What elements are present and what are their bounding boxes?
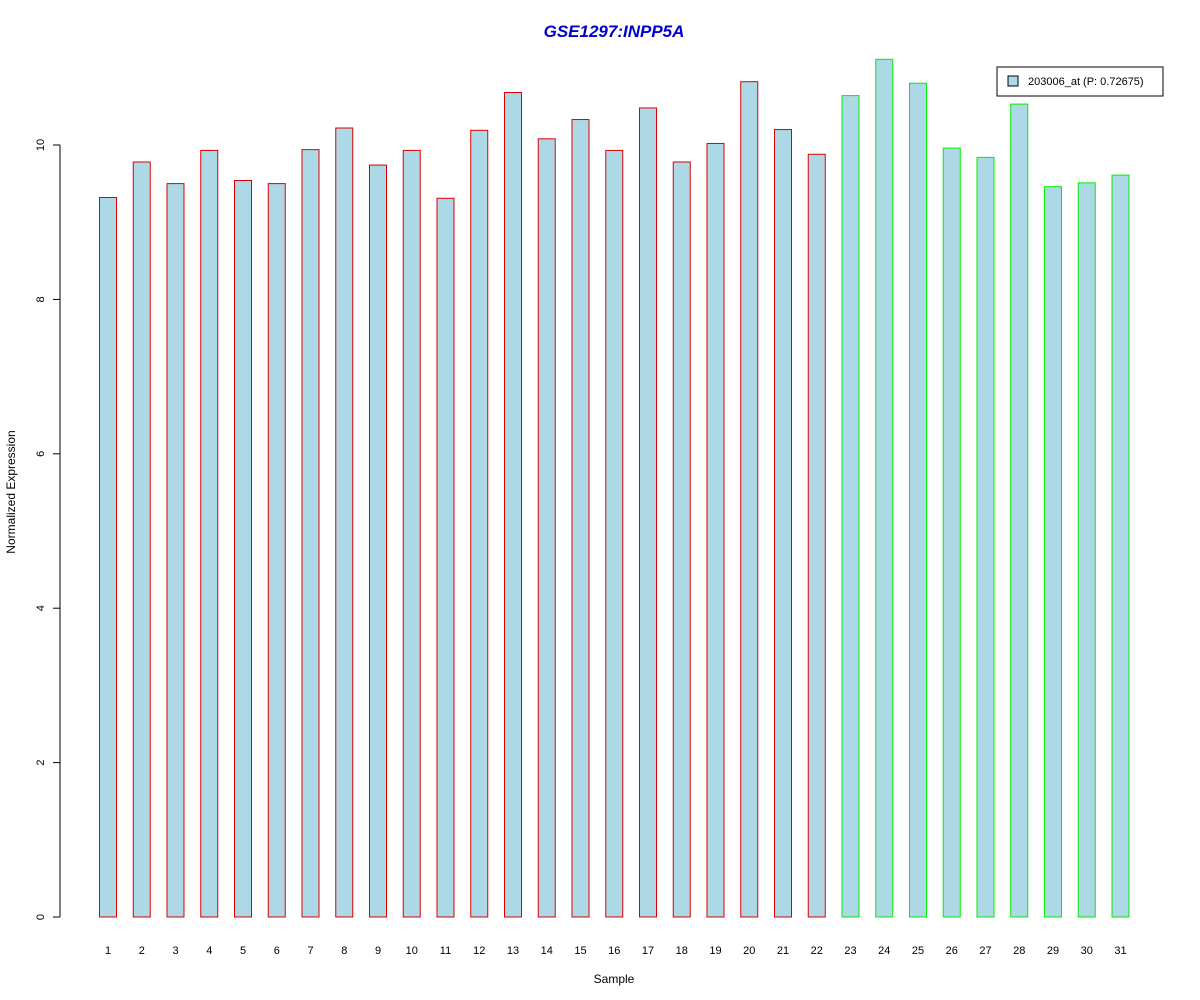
x-tick-label: 20 bbox=[743, 945, 755, 957]
x-tick-label: 19 bbox=[709, 945, 721, 957]
x-axis-label: Sample bbox=[594, 972, 635, 986]
x-tick-label: 26 bbox=[946, 945, 958, 957]
legend-swatch bbox=[1007, 75, 1019, 87]
x-tick-label: 30 bbox=[1081, 945, 1093, 957]
bar-5 bbox=[234, 180, 252, 918]
x-tick-label: 8 bbox=[341, 945, 347, 957]
legend-label: 203006_at (P: 0.72675) bbox=[1028, 76, 1144, 88]
bar-29 bbox=[1044, 186, 1062, 918]
x-tick-label: 21 bbox=[777, 945, 789, 957]
x-tick-label: 17 bbox=[642, 945, 654, 957]
y-tick-label: 4 bbox=[35, 605, 47, 611]
bar-27 bbox=[976, 156, 995, 918]
bar-17 bbox=[639, 107, 657, 918]
x-tick-label: 3 bbox=[172, 945, 178, 957]
y-tick-label: 0 bbox=[35, 914, 47, 920]
bar-23 bbox=[841, 95, 860, 918]
bar-19 bbox=[706, 142, 725, 918]
x-tick-label: 5 bbox=[240, 945, 246, 957]
x-tick-label: 29 bbox=[1047, 945, 1059, 957]
bar-10 bbox=[402, 149, 421, 918]
bar-30 bbox=[1077, 182, 1096, 918]
x-tick-label: 31 bbox=[1114, 945, 1126, 957]
bar-16 bbox=[605, 149, 624, 918]
y-tick-label: 2 bbox=[35, 760, 47, 766]
bar-14 bbox=[537, 138, 556, 918]
x-tick-label: 6 bbox=[274, 945, 280, 957]
bar-13 bbox=[504, 92, 522, 918]
bar-8 bbox=[335, 127, 354, 918]
bar-6 bbox=[267, 183, 286, 918]
x-tick-label: 12 bbox=[473, 945, 485, 957]
legend: 203006_at (P: 0.72675) bbox=[996, 66, 1164, 97]
bar-4 bbox=[200, 149, 219, 918]
bar-9 bbox=[369, 164, 387, 918]
bar-22 bbox=[807, 153, 826, 918]
bar-20 bbox=[740, 81, 759, 918]
bar-2 bbox=[132, 161, 151, 918]
bar-15 bbox=[571, 119, 590, 918]
bar-3 bbox=[166, 183, 185, 918]
bar-11 bbox=[436, 197, 455, 918]
x-tick-label: 7 bbox=[307, 945, 313, 957]
x-tick-label: 25 bbox=[912, 945, 924, 957]
x-tick-label: 16 bbox=[608, 945, 620, 957]
bar-21 bbox=[774, 129, 792, 918]
chart-title: GSE1297:INPP5A bbox=[544, 22, 685, 41]
x-tick-label: 13 bbox=[507, 945, 519, 957]
bar-26 bbox=[942, 147, 961, 918]
x-tick-label: 27 bbox=[979, 945, 991, 957]
x-tick-label: 11 bbox=[440, 945, 451, 957]
x-tick-label: 23 bbox=[844, 945, 856, 957]
x-tick-labels: 1 2 3 4 5 6 7 8 9 10 11 12 13 14 15 16 17 18 19 20 21 22 23 24 2… bbox=[105, 945, 1127, 957]
bar-31 bbox=[1111, 174, 1130, 918]
bar-28 bbox=[1010, 103, 1029, 918]
y-axis: 0 2 4 6 8 10 bbox=[35, 139, 61, 920]
x-tick-label: 9 bbox=[375, 945, 381, 957]
bars bbox=[99, 58, 1130, 918]
y-tick-label: 10 bbox=[35, 139, 47, 151]
bar-24 bbox=[875, 58, 894, 918]
x-tick-label: 2 bbox=[139, 945, 145, 957]
x-tick-label: 14 bbox=[541, 945, 553, 957]
legend-box bbox=[996, 66, 1164, 97]
x-tick-label: 1 bbox=[105, 945, 111, 957]
bar-12 bbox=[470, 129, 489, 918]
bar-7 bbox=[301, 149, 320, 918]
bar-18 bbox=[672, 161, 691, 918]
x-tick-label: 24 bbox=[878, 945, 890, 957]
bar-25 bbox=[909, 82, 927, 918]
x-tick-label: 10 bbox=[406, 945, 418, 957]
x-tick-label: 15 bbox=[574, 945, 586, 957]
x-tick-label: 28 bbox=[1013, 945, 1025, 957]
x-tick-label: 18 bbox=[676, 945, 688, 957]
x-tick-label: 4 bbox=[206, 945, 212, 957]
x-tick-label: 22 bbox=[811, 945, 823, 957]
y-axis-label: Normalized Expression bbox=[4, 430, 18, 553]
y-tick-label: 8 bbox=[35, 296, 47, 302]
bar-1 bbox=[99, 196, 117, 918]
y-tick-label: 6 bbox=[35, 451, 47, 457]
